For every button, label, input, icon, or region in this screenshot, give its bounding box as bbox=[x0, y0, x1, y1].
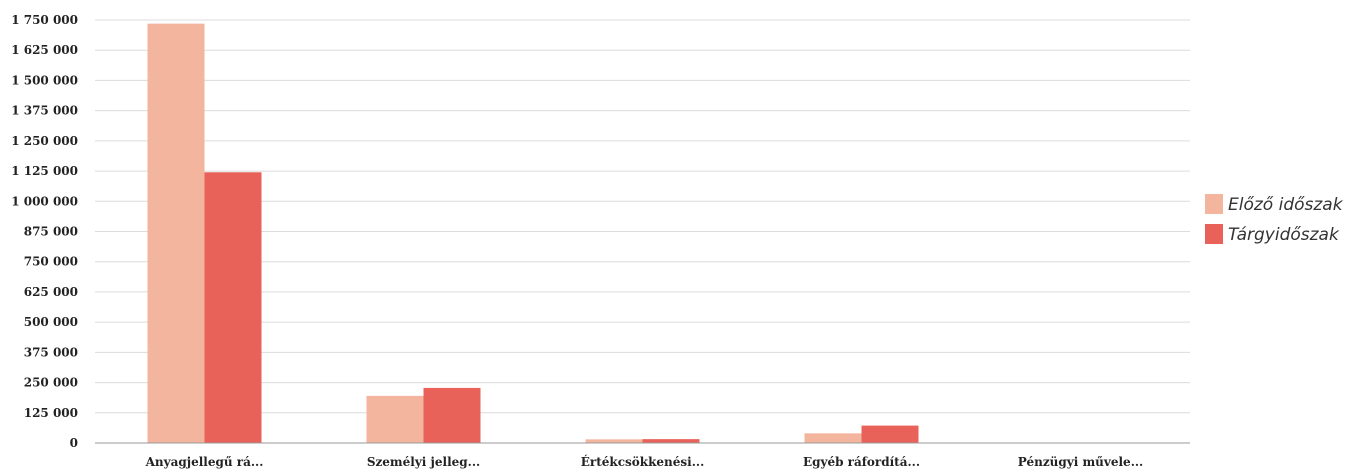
bar bbox=[366, 395, 424, 443]
bar bbox=[204, 172, 262, 443]
y-tick-label: 875 000 bbox=[24, 225, 78, 239]
gridlines bbox=[95, 19, 1190, 414]
y-tick-label: 625 000 bbox=[24, 285, 78, 299]
bars bbox=[147, 23, 919, 444]
y-tick-label: 500 000 bbox=[24, 315, 78, 329]
y-tick-label: 1 125 000 bbox=[11, 164, 78, 178]
bar bbox=[147, 23, 205, 444]
legend: Előző időszak Tárgyidőszak bbox=[1205, 194, 1344, 245]
y-tick-label: 1 625 000 bbox=[11, 43, 78, 57]
y-tick-label: 1 375 000 bbox=[11, 104, 78, 118]
legend-label: Előző időszak bbox=[1228, 195, 1344, 215]
y-tick-label: 1 000 000 bbox=[11, 194, 78, 208]
y-tick-label: 0 bbox=[70, 436, 78, 450]
bar bbox=[804, 433, 862, 443]
bar bbox=[423, 387, 481, 443]
bar bbox=[861, 425, 919, 443]
y-tick-label: 1 500 000 bbox=[11, 73, 78, 87]
x-tick-label: Értékcsökkenési... bbox=[581, 454, 705, 469]
y-tick-label: 1 750 000 bbox=[11, 13, 78, 27]
y-axis-ticks: 0 125 000 250 000 375 000 500 000 625 000 750 … bbox=[11, 13, 78, 450]
y-tick-label: 125 000 bbox=[24, 406, 78, 420]
x-tick-label: Személyi jelleg... bbox=[367, 455, 480, 469]
y-tick-label: 375 000 bbox=[24, 345, 78, 359]
bar bbox=[585, 439, 643, 443]
x-axis-ticks: Anyagjellegű rá... Személyi jelleg... Érté… bbox=[145, 454, 1144, 469]
bar bbox=[642, 439, 700, 443]
legend-label: Tárgyidőszak bbox=[1228, 225, 1340, 245]
y-tick-label: 750 000 bbox=[24, 255, 78, 269]
y-tick-label: 1 250 000 bbox=[11, 134, 78, 148]
legend-swatch bbox=[1205, 224, 1223, 244]
y-tick-label: 250 000 bbox=[24, 376, 78, 390]
x-tick-label: Anyagjellegű rá... bbox=[145, 455, 264, 469]
x-tick-label: Egyéb ráfordítá... bbox=[803, 455, 920, 469]
legend-swatch bbox=[1205, 194, 1223, 214]
x-tick-label: Pénzügyi művele... bbox=[1018, 455, 1143, 469]
